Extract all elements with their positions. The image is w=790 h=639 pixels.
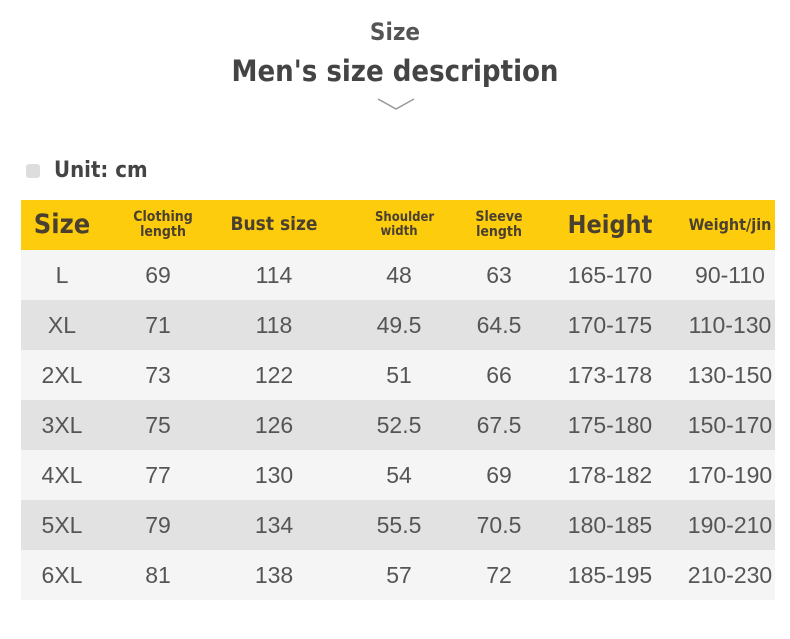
bullet-icon (26, 163, 40, 178)
table-cell: 4XL (21, 450, 103, 500)
table-cell: 110-130 (685, 300, 775, 350)
table-row: 4XL 77 130 54 69 178-182 170-190 (21, 450, 775, 500)
table-cell: 69 (103, 250, 213, 300)
table-cell: 173-178 (535, 350, 685, 400)
table-cell: 210-230 (685, 550, 775, 600)
table-cell: 64.5 (463, 300, 535, 350)
table-cell: 54 (335, 450, 463, 500)
table-cell: 79 (103, 500, 213, 550)
table-cell: 114 (213, 250, 335, 300)
table-cell: XL (21, 300, 103, 350)
table-cell: 3XL (21, 400, 103, 450)
size-table: Size Clothing length Bust size Shoulder … (21, 200, 775, 600)
page-title: Men's size description (231, 54, 559, 88)
table-cell: 49.5 (335, 300, 463, 350)
table-cell: 138 (213, 550, 335, 600)
table-cell: 77 (103, 450, 213, 500)
chevron-down-icon (377, 98, 415, 110)
table-cell: 75 (103, 400, 213, 450)
unit-text: Unit: cm (54, 158, 148, 183)
col-sleeve-length: Sleeve length (463, 200, 535, 250)
table-cell: 51 (335, 350, 463, 400)
table-cell: 90-110 (685, 250, 775, 300)
table-cell: 66 (463, 350, 535, 400)
table-cell: 175-180 (535, 400, 685, 450)
table-cell: 170-175 (535, 300, 685, 350)
table-cell: 72 (463, 550, 535, 600)
table-row: 6XL 81 138 57 72 185-195 210-230 (21, 550, 775, 600)
table-cell: 2XL (21, 350, 103, 400)
table-cell: 70.5 (463, 500, 535, 550)
col-weight: Weight/jin (685, 200, 775, 250)
table-cell: 48 (335, 250, 463, 300)
col-height: Height (535, 200, 685, 250)
table-cell: 67.5 (463, 400, 535, 450)
table-cell: 55.5 (335, 500, 463, 550)
table-cell: 5XL (21, 500, 103, 550)
table-cell: 180-185 (535, 500, 685, 550)
table-cell: 185-195 (535, 550, 685, 600)
table-row: L 69 114 48 63 165-170 90-110 (21, 250, 775, 300)
section-title: Size (369, 18, 421, 46)
col-shoulder-width: Shoulder width (335, 200, 463, 250)
table-row: XL 71 118 49.5 64.5 170-175 110-130 (21, 300, 775, 350)
col-bust-size: Bust size (213, 200, 335, 250)
table-cell: 126 (213, 400, 335, 450)
table-cell: 134 (213, 500, 335, 550)
col-size: Size (21, 200, 103, 250)
table-cell: 6XL (21, 550, 103, 600)
table-cell: 170-190 (685, 450, 775, 500)
table-cell: 190-210 (685, 500, 775, 550)
header-row: Size Clothing length Bust size Shoulder … (21, 200, 775, 250)
table-cell: 69 (463, 450, 535, 500)
table-row: 2XL 73 122 51 66 173-178 130-150 (21, 350, 775, 400)
table-cell: 118 (213, 300, 335, 350)
table-cell: 165-170 (535, 250, 685, 300)
unit-label: Unit: cm (26, 158, 148, 183)
table-cell: 130 (213, 450, 335, 500)
table-cell: 73 (103, 350, 213, 400)
table-cell: 52.5 (335, 400, 463, 450)
table-cell: 130-150 (685, 350, 775, 400)
table-cell: 63 (463, 250, 535, 300)
table-row: 5XL 79 134 55.5 70.5 180-185 190-210 (21, 500, 775, 550)
table-cell: 57 (335, 550, 463, 600)
col-clothing-length: Clothing length (103, 200, 213, 250)
table-cell: L (21, 250, 103, 300)
table-cell: 81 (103, 550, 213, 600)
table-row: 3XL 75 126 52.5 67.5 175-180 150-170 (21, 400, 775, 450)
table-cell: 71 (103, 300, 213, 350)
table-cell: 178-182 (535, 450, 685, 500)
table-cell: 150-170 (685, 400, 775, 450)
table-cell: 122 (213, 350, 335, 400)
